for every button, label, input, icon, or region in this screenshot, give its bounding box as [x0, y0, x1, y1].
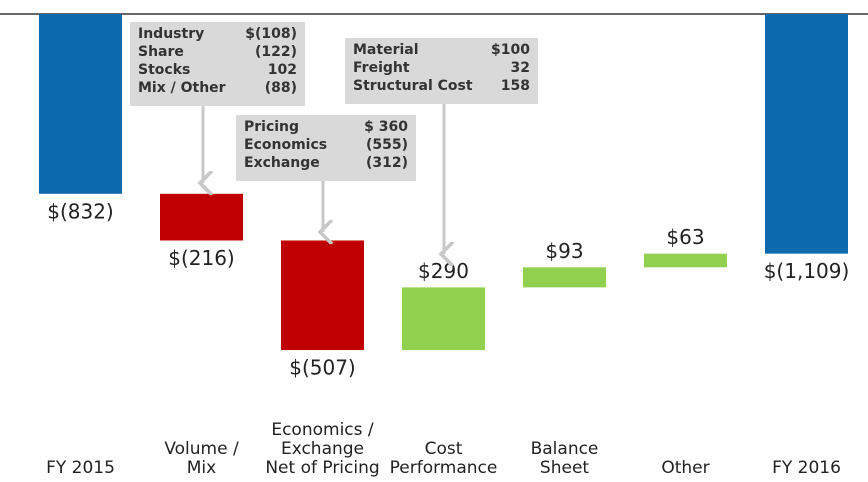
bar [523, 267, 606, 288]
annotation-value: $ 360 [364, 119, 408, 135]
x-tick-label: FY 2016 [772, 458, 841, 478]
annotation-label: Industry [138, 26, 204, 42]
x-tick-label: Economics / [271, 420, 374, 440]
annotation-box [345, 38, 538, 104]
bar [765, 14, 848, 254]
bar [160, 193, 243, 241]
annotation-label: Exchange [244, 155, 320, 171]
annotation-value: (555) [366, 137, 408, 153]
annotation-box [236, 115, 416, 181]
annotation-value: 32 [511, 60, 530, 76]
x-tick-label: Sheet [540, 458, 589, 478]
value-label: $(507) [289, 356, 356, 380]
annotation-value: (88) [265, 80, 297, 96]
bar [644, 253, 727, 268]
bar [281, 240, 364, 351]
value-label: $(1,109) [764, 259, 850, 283]
bar [39, 14, 122, 194]
annotation-value: 158 [501, 78, 530, 94]
x-tick-label: Exchange [281, 439, 364, 459]
annotation-label: Mix / Other [138, 80, 226, 96]
x-tick-label: Performance [390, 458, 498, 478]
x-tick-label: Mix [187, 458, 216, 478]
annotation-value: (312) [366, 155, 408, 171]
x-tick-label: Balance [531, 439, 599, 459]
value-label: $290 [418, 259, 469, 283]
value-label: $93 [545, 239, 583, 263]
annotation-value: 102 [268, 62, 297, 78]
annotation-label: Stocks [138, 62, 190, 78]
annotation-label: Material [353, 42, 419, 58]
annotation-value: (122) [255, 44, 297, 60]
value-label: $(216) [168, 246, 235, 270]
annotation-box [130, 22, 305, 106]
annotation-label: Pricing [244, 119, 299, 135]
annotation-label: Structural Cost [353, 78, 473, 94]
annotation-label: Freight [353, 60, 410, 76]
bar [402, 287, 485, 351]
x-tick-label: Other [661, 458, 709, 478]
x-tick-label: FY 2015 [46, 458, 115, 478]
x-tick-label: Volume / [164, 439, 239, 459]
value-label: $(832) [47, 199, 114, 223]
annotation-value: $(108) [245, 26, 297, 42]
x-tick-label: Net of Pricing [265, 458, 379, 478]
annotation-label: Economics [244, 137, 327, 153]
x-tick-label: Cost [425, 439, 463, 459]
value-label: $63 [666, 225, 704, 249]
annotation-label: Share [138, 44, 184, 60]
annotation-value: $100 [491, 42, 530, 58]
